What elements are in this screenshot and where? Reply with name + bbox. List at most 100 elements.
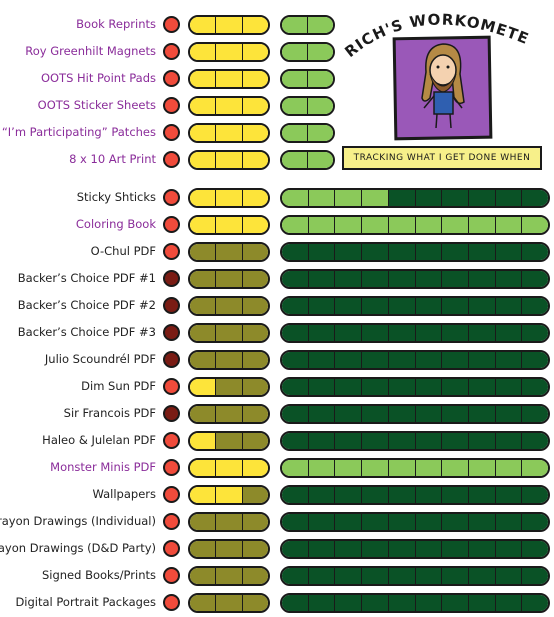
stage1-progress-bar: [188, 512, 270, 532]
stage2-progress-bar: [280, 431, 550, 451]
progress-segment: [494, 433, 522, 449]
progress-segment: [414, 406, 442, 422]
progress-segment: [334, 190, 362, 206]
progress-segment: [215, 125, 242, 141]
progress-segment: [215, 433, 242, 449]
stage1-progress-bar: [188, 188, 270, 208]
progress-segment: [282, 460, 308, 476]
status-dot: [163, 486, 180, 503]
progress-segment: [282, 190, 308, 206]
progress-segment: [414, 352, 442, 368]
progress-segment: [494, 379, 522, 395]
item-label: Backer’s Choice PDF #1: [17, 271, 156, 285]
progress-segment: [361, 298, 388, 314]
progress-segment: [307, 325, 335, 341]
progress-segment: [521, 487, 548, 503]
progress-segment: [494, 514, 522, 530]
item-label: Dim Sun PDF: [81, 379, 156, 393]
progress-segment: [387, 190, 415, 206]
list-item: Crayon Drawings (Individual): [0, 509, 554, 536]
progress-segment: [215, 379, 242, 395]
item-label[interactable]: Book Reprints: [76, 17, 156, 31]
progress-segment: [282, 487, 308, 503]
status-dot: [163, 297, 180, 314]
progress-segment: [387, 460, 415, 476]
progress-segment: [307, 352, 335, 368]
progress-segment: [387, 406, 415, 422]
status-dot: [163, 70, 180, 87]
progress-segment: [494, 244, 522, 260]
progress-segment: [282, 595, 308, 611]
progress-segment: [282, 125, 307, 141]
progress-segment: [441, 298, 468, 314]
progress-segment: [334, 514, 362, 530]
status-dot: [163, 459, 180, 476]
progress-segment: [467, 352, 495, 368]
item-label: Sticky Shticks: [76, 190, 156, 204]
progress-segment: [387, 595, 415, 611]
progress-segment: [494, 487, 522, 503]
progress-segment: [414, 514, 442, 530]
progress-segment: [414, 433, 442, 449]
progress-segment: [241, 152, 268, 168]
progress-segment: [241, 190, 268, 206]
progress-segment: [190, 406, 216, 422]
progress-segment: [467, 244, 495, 260]
progress-segment: [387, 325, 415, 341]
progress-segment: [241, 44, 268, 60]
progress-segment: [215, 190, 242, 206]
progress-segment: [467, 433, 495, 449]
progress-segment: [215, 541, 242, 557]
item-label[interactable]: Roy Greenhilt Magnets: [25, 44, 156, 58]
status-dot: [163, 16, 180, 33]
list-item: Book Reprints: [0, 12, 554, 39]
progress-segment: [467, 514, 495, 530]
progress-segment: [387, 487, 415, 503]
item-label[interactable]: Coloring Book: [75, 217, 156, 231]
item-label[interactable]: OOTS Sticker Sheets: [37, 98, 156, 112]
stage2-progress-bar: [280, 242, 550, 262]
list-item: Sir Francois PDF: [0, 401, 554, 428]
progress-segment: [334, 541, 362, 557]
progress-segment: [467, 298, 495, 314]
progress-segment: [334, 217, 362, 233]
progress-segment: [241, 487, 268, 503]
progress-segment: [387, 541, 415, 557]
progress-segment: [467, 460, 495, 476]
progress-segment: [334, 244, 362, 260]
progress-segment: [190, 379, 216, 395]
stage1-progress-bar: [188, 404, 270, 424]
status-dot: [163, 189, 180, 206]
progress-segment: [307, 71, 333, 87]
stage2-progress-bar: [280, 593, 550, 613]
status-dot: [163, 270, 180, 287]
item-label[interactable]: 8 x 10 Art Print: [69, 152, 156, 166]
stage2-progress-bar: [280, 566, 550, 586]
progress-segment: [282, 98, 307, 114]
progress-segment: [282, 71, 307, 87]
item-label[interactable]: OOTS Hit Point Pads: [40, 71, 156, 85]
list-item: Julio Scoundrél PDF: [0, 347, 554, 374]
progress-segment: [414, 541, 442, 557]
item-label[interactable]: “I’m Participating” Patches: [1, 125, 156, 139]
stage2-progress-bar: [280, 485, 550, 505]
progress-segment: [361, 379, 388, 395]
progress-segment: [361, 244, 388, 260]
progress-segment: [241, 17, 268, 33]
progress-segment: [361, 595, 388, 611]
progress-segment: [494, 568, 522, 584]
progress-segment: [307, 514, 335, 530]
progress-segment: [334, 433, 362, 449]
status-dot: [163, 351, 180, 368]
progress-segment: [387, 514, 415, 530]
stage1-progress-bar: [188, 431, 270, 451]
stage2-progress-bar: [280, 123, 335, 143]
progress-segment: [387, 298, 415, 314]
item-label[interactable]: Monster Minis PDF: [50, 460, 156, 474]
stage2-progress-bar: [280, 269, 550, 289]
progress-segment: [441, 325, 468, 341]
progress-segment: [282, 325, 308, 341]
progress-segment: [190, 190, 216, 206]
progress-segment: [282, 298, 308, 314]
item-label: Digital Portrait Packages: [15, 595, 156, 609]
